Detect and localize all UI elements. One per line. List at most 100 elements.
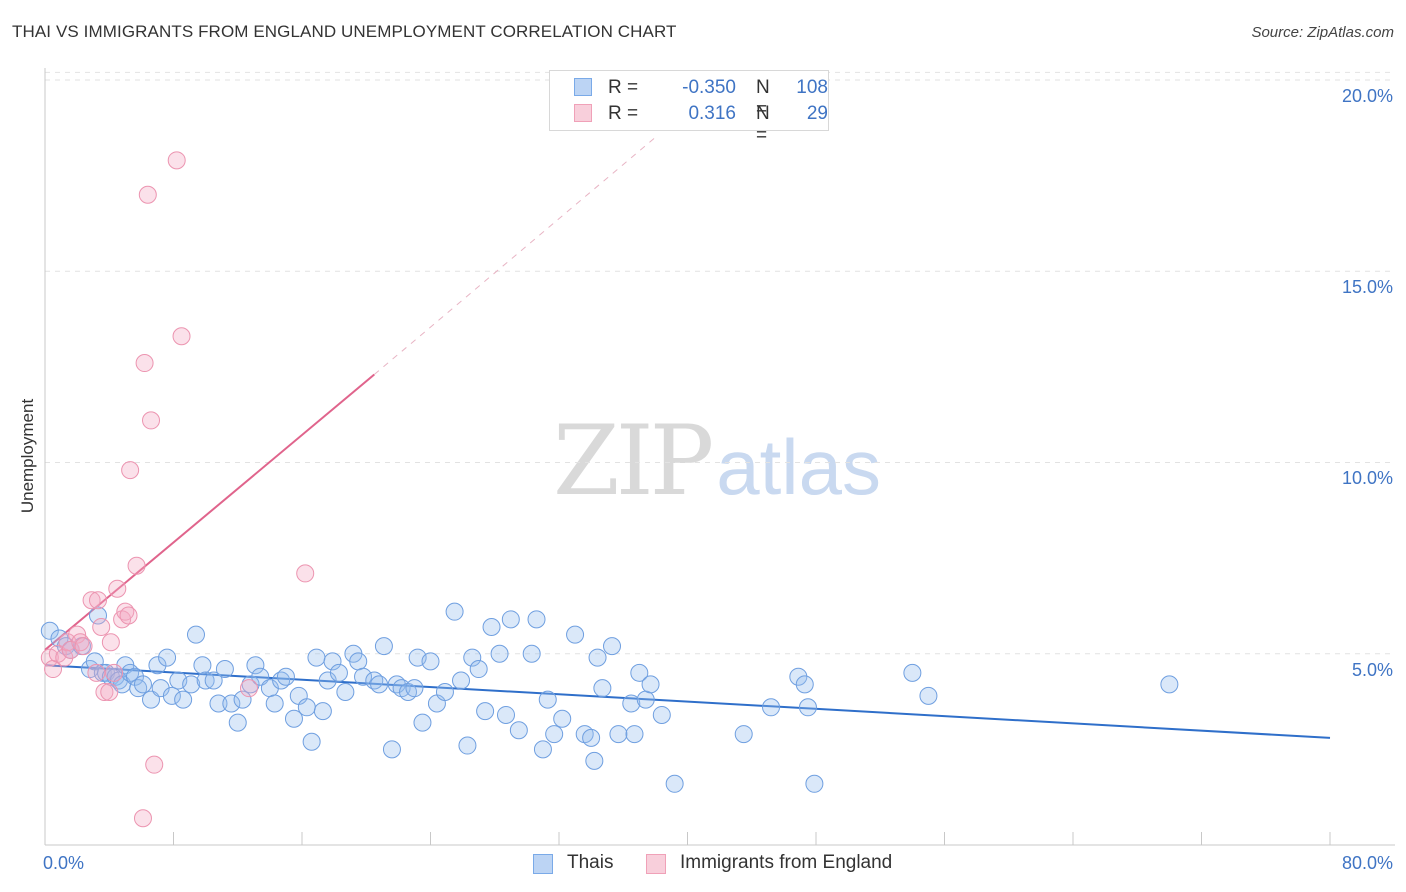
point-thais <box>89 606 108 625</box>
y-tick-label-5: 5.0% <box>1351 660 1393 680</box>
trend-lines <box>44 136 1331 739</box>
point-thais <box>349 652 368 671</box>
point-england <box>296 564 315 583</box>
bottom-legend-swatch-blue <box>533 854 553 874</box>
point-thais <box>469 660 488 679</box>
point-thais <box>652 705 671 724</box>
point-england <box>87 663 106 682</box>
point-england <box>142 411 161 430</box>
bottom-legend-label: Thais <box>567 852 614 873</box>
point-england <box>82 591 101 610</box>
point-thais <box>609 725 628 744</box>
point-thais <box>284 709 303 728</box>
point-england <box>119 606 138 625</box>
point-thais <box>370 675 389 694</box>
bottom-legend-label: Immigrants from England <box>680 852 893 873</box>
point-thais <box>622 694 641 713</box>
point-thais <box>522 644 541 663</box>
point-thais <box>313 702 332 721</box>
point-thais <box>276 667 295 686</box>
watermark-atlas: atlas <box>716 423 881 511</box>
point-england <box>133 809 152 828</box>
point-thais <box>307 648 326 667</box>
legend-n-value: 108 <box>796 77 828 98</box>
point-england <box>172 327 191 346</box>
point-thais <box>636 690 655 709</box>
point-thais <box>509 721 528 740</box>
point-thais <box>603 637 622 656</box>
axes <box>44 68 1395 846</box>
point-thais <box>251 667 270 686</box>
point-england <box>121 461 140 480</box>
point-thais <box>297 698 316 717</box>
y-axis-label: Unemployment <box>18 398 37 514</box>
point-england <box>108 579 127 598</box>
legend-swatch-blue <box>574 78 592 96</box>
point-thais <box>133 675 152 694</box>
point-thais <box>496 705 515 724</box>
point-thais <box>374 637 393 656</box>
point-england <box>95 683 114 701</box>
point-england <box>89 591 108 610</box>
legend-r-label: R = <box>608 103 639 124</box>
data-points <box>40 151 1179 828</box>
point-england <box>135 354 154 373</box>
point-thais <box>148 656 167 675</box>
trend-line-thais <box>44 664 1331 739</box>
point-thais <box>641 675 660 694</box>
point-thais <box>593 679 612 698</box>
point-thais <box>789 667 808 686</box>
bottom-legend-swatch-pink <box>646 854 666 874</box>
point-thais <box>538 690 557 709</box>
trend-line-england-extrapolated <box>373 136 656 375</box>
point-thais <box>405 679 424 698</box>
point-thais <box>186 625 205 644</box>
point-thais <box>533 740 552 759</box>
point-thais <box>482 617 501 636</box>
point-thais <box>734 725 753 744</box>
point-england <box>100 683 119 701</box>
grid-lines <box>45 71 1395 655</box>
legend-r-value: -0.350 <box>682 77 736 98</box>
point-thais <box>193 656 212 675</box>
point-thais <box>323 652 342 671</box>
point-thais <box>329 663 348 682</box>
point-england <box>145 755 164 774</box>
legend-n-label: N = <box>756 103 770 146</box>
point-thais <box>336 683 355 701</box>
legend-r-value: 0.316 <box>688 103 736 124</box>
watermark: ZIPatlas <box>553 405 881 517</box>
point-thais <box>182 675 201 694</box>
point-thais <box>490 644 509 663</box>
point-england <box>138 185 157 204</box>
point-thais <box>354 667 373 686</box>
point-thais <box>209 694 228 713</box>
point-thais <box>566 625 585 644</box>
legend-swatch-pink <box>574 104 592 122</box>
point-thais <box>246 656 265 675</box>
point-thais <box>805 774 824 793</box>
point-england <box>239 679 258 698</box>
point-thais <box>795 675 814 694</box>
point-thais <box>413 713 432 732</box>
point-thais <box>233 690 252 709</box>
point-thais <box>919 686 938 705</box>
point-thais <box>435 683 454 701</box>
point-thais <box>463 648 482 667</box>
point-thais <box>545 725 564 744</box>
x-tick-label-max: 80.0% <box>1341 853 1393 873</box>
point-thais <box>582 728 601 747</box>
point-thais <box>215 660 234 679</box>
legend: R = -0.350 N = 108 R = 0.316 N = 29 <box>549 70 829 146</box>
point-england <box>92 617 111 636</box>
point-england <box>127 556 146 575</box>
point-thais <box>158 648 177 667</box>
point-thais <box>302 732 321 751</box>
point-thais <box>142 690 161 709</box>
point-thais <box>798 698 817 717</box>
point-thais <box>222 694 241 713</box>
point-thais <box>1160 675 1179 694</box>
x-tick-label-min: 0.0% <box>43 853 85 873</box>
point-thais <box>228 713 247 732</box>
